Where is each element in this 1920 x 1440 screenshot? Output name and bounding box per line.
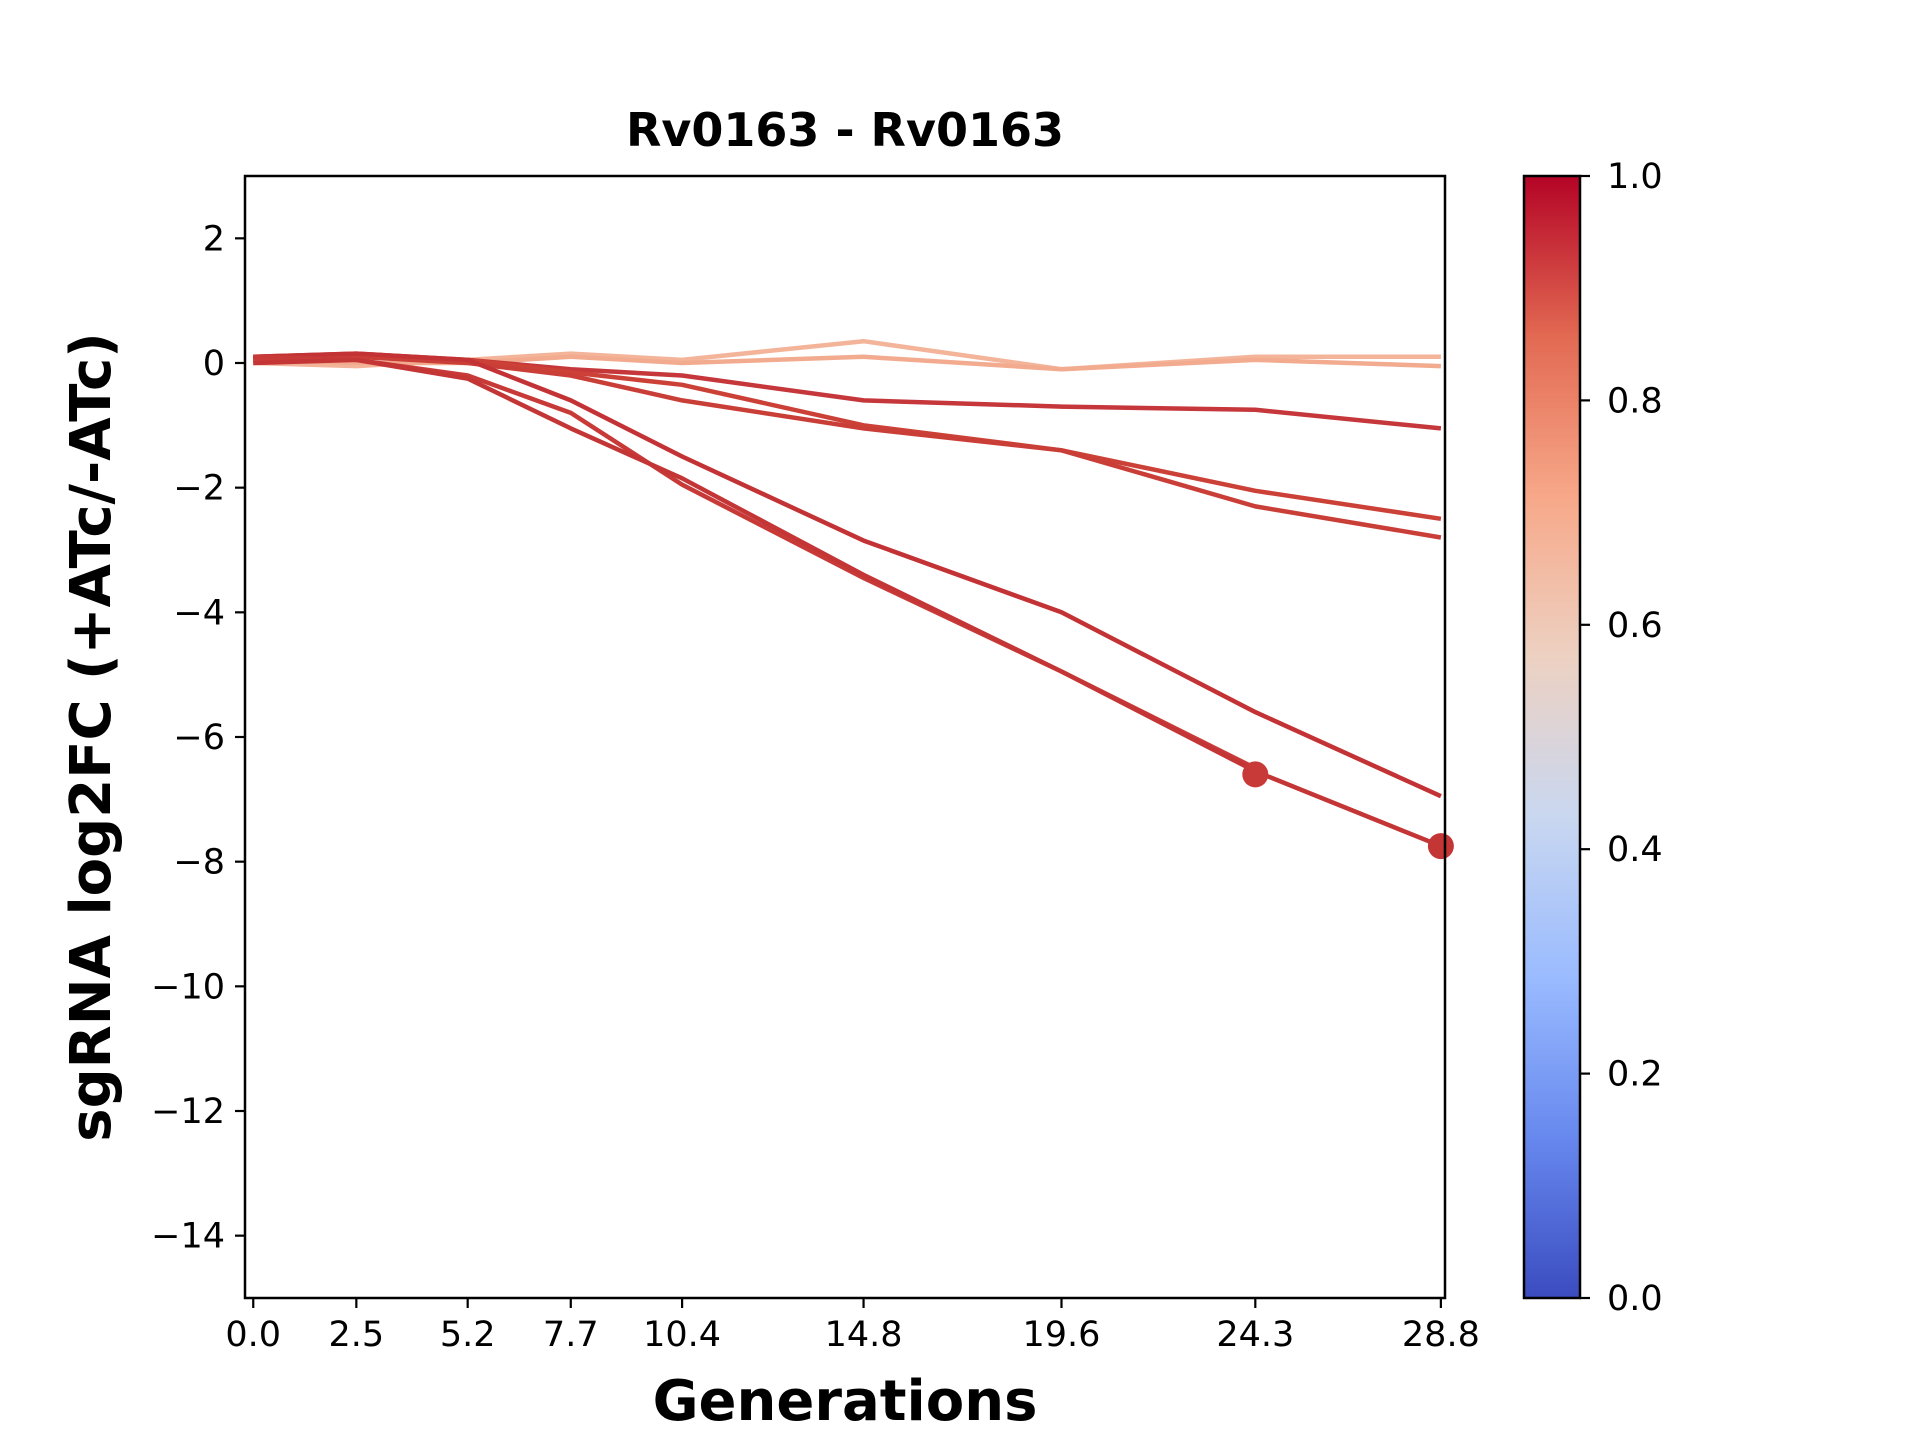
x-tick-label: 0.0 — [225, 1315, 281, 1355]
series-layer — [253, 338, 1442, 849]
data-point-marker-1 — [1242, 761, 1269, 788]
chart-title: Rv0163 - Rv0163 — [626, 103, 1064, 157]
x-tick-label: 19.6 — [1023, 1315, 1101, 1355]
colorbar-tick-label: 0.6 — [1607, 606, 1663, 646]
colorbar-frame — [1522, 174, 1582, 1300]
x-tick-label: 28.8 — [1402, 1315, 1480, 1355]
x-tick-label: 7.7 — [543, 1315, 599, 1355]
colorbar-tick-label: 0.8 — [1607, 381, 1663, 421]
y-tick-label: −2 — [173, 469, 225, 509]
x-tick-label: 10.4 — [643, 1315, 721, 1355]
y-tick-label: −4 — [173, 593, 225, 633]
colorbar-tick-label: 1.0 — [1607, 157, 1663, 197]
data-point-marker-2 — [1427, 833, 1454, 860]
marker-layer — [1242, 761, 1454, 860]
x-tick-label: 24.3 — [1216, 1315, 1294, 1355]
x-tick-label: 14.8 — [825, 1315, 903, 1355]
x-axis-label: Generations — [653, 1369, 1038, 1434]
x-tick-label: 5.2 — [440, 1315, 496, 1355]
colorbar — [1524, 176, 1580, 1298]
colorbar-tick-label: 0.0 — [1607, 1279, 1663, 1319]
series-line-6 — [253, 351, 1442, 799]
y-axis-label: sgRNA log2FC (+ATc/-ATc) — [59, 332, 124, 1142]
y-tick-label: −6 — [173, 718, 225, 758]
x-axis: 0.0 2.5 5.2 7.7 10.4 14.8 19.6 24.3 28.8 — [225, 1298, 1480, 1355]
y-tick-label: −14 — [151, 1217, 225, 1257]
y-axis: 2 0 −2 −4 −6 −8 −10 −12 −14 — [151, 219, 245, 1257]
y-tick-label: 0 — [203, 344, 225, 384]
y-tick-label: −8 — [173, 843, 225, 883]
series-line-3 — [253, 354, 1442, 431]
series-line-4 — [253, 351, 1442, 522]
series-line-7 — [253, 354, 1257, 771]
colorbar-axis: 0.0 0.2 0.4 0.6 0.8 1.0 — [1580, 157, 1663, 1319]
colorbar-tick-label: 0.4 — [1607, 830, 1663, 870]
y-tick-label: −10 — [151, 967, 225, 1007]
series-line-8 — [253, 357, 1442, 849]
series-line-5 — [253, 354, 1442, 540]
colorbar-tick-label: 0.2 — [1607, 1055, 1663, 1095]
y-tick-label: −12 — [151, 1092, 225, 1132]
y-tick-label: 2 — [203, 219, 225, 259]
x-tick-label: 2.5 — [329, 1315, 385, 1355]
